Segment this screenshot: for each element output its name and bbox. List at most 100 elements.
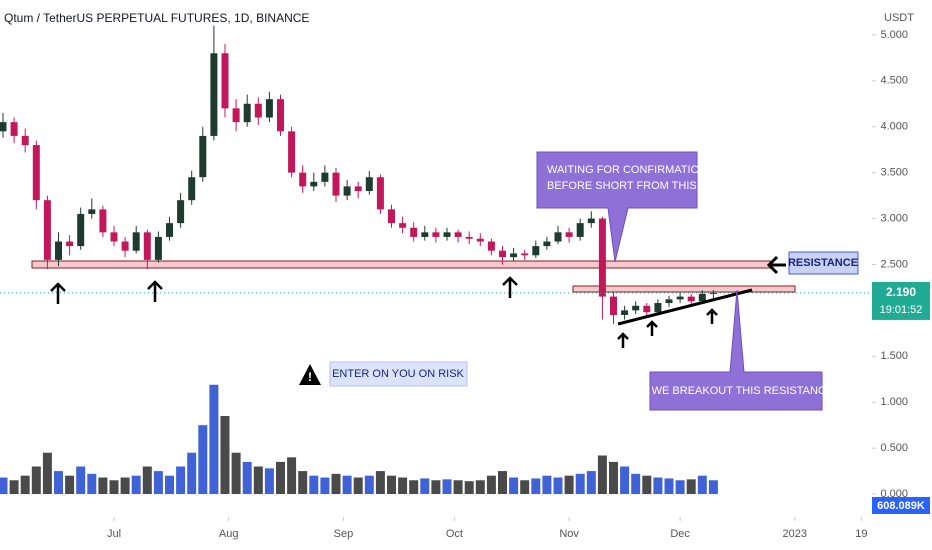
- volume-bar: [387, 475, 396, 495]
- currency: USDT: [884, 12, 914, 24]
- candle-body: [676, 296, 684, 300]
- y-tick-label: 1.000: [880, 396, 908, 408]
- candle-body: [587, 218, 595, 224]
- volume-bar: [253, 466, 263, 495]
- volume-bar: [231, 452, 241, 495]
- candle-body: [332, 172, 340, 196]
- volume-bar: [686, 479, 696, 495]
- x-tick-label: 2023: [783, 528, 807, 540]
- volume-bar: [209, 384, 219, 495]
- volume-bar: [331, 473, 341, 495]
- candle-body: [376, 177, 384, 210]
- candle-body: [121, 241, 129, 251]
- volume-bar: [87, 473, 97, 495]
- candle-body: [687, 296, 695, 302]
- volume-bar: [176, 466, 186, 495]
- volume-bar: [464, 481, 474, 495]
- candle-body: [232, 108, 240, 123]
- volume-bar: [220, 415, 230, 495]
- volume-bar: [564, 475, 574, 495]
- candle-body: [66, 241, 74, 247]
- candle-body: [443, 232, 451, 237]
- volume-bar: [475, 480, 485, 495]
- warning-mark: !: [308, 370, 312, 384]
- x-tick-label: Oct: [446, 528, 463, 540]
- candle-body: [199, 135, 207, 178]
- candle-body: [110, 232, 118, 242]
- volume-bar: [542, 475, 552, 495]
- volume-bar: [420, 478, 430, 495]
- arrows: [50, 255, 786, 348]
- candle-body: [166, 223, 173, 237]
- candle-body: [576, 223, 584, 237]
- candle-body: [476, 238, 484, 242]
- volume-bar: [98, 477, 108, 495]
- volume-bar: [597, 455, 607, 495]
- candle-body: [310, 181, 318, 187]
- volume-bar: [553, 477, 563, 495]
- candle-body: [698, 293, 706, 302]
- callout-text: WAITING FOR CONFIRMATION: [547, 164, 707, 176]
- volume-bar: [309, 475, 319, 495]
- candle-body: [188, 177, 196, 201]
- volume-bar: [109, 480, 119, 495]
- candle-body: [21, 135, 29, 146]
- volume-bar: [675, 480, 685, 495]
- volume-bar: [9, 480, 19, 495]
- volume-bar: [142, 466, 152, 495]
- risk-label: ENTER ON YOU ON RISK: [332, 368, 464, 380]
- candle-body: [277, 99, 284, 132]
- countdown: 19:01:52: [880, 304, 923, 316]
- candle-body: [88, 209, 96, 214]
- candle-body: [154, 236, 162, 260]
- candle-body: [243, 103, 251, 123]
- warning-icon: [299, 364, 321, 385]
- volume-bar: [20, 475, 30, 495]
- candle-body: [521, 253, 529, 256]
- x-tick-label: Dec: [670, 528, 690, 540]
- volume-bar: [342, 475, 352, 495]
- candle-body: [532, 246, 540, 256]
- volume-bar: [0, 477, 8, 495]
- y-tick-label: 4.000: [880, 121, 908, 133]
- volume-bar: [264, 468, 274, 495]
- y-tick-label: 3.000: [880, 212, 908, 224]
- volume-bar: [198, 425, 208, 495]
- x-tick-label: Nov: [559, 528, 579, 540]
- candle-body: [210, 53, 218, 136]
- volume-bar: [298, 471, 308, 495]
- callout-text: IF WE BREAKOUT THIS RESISTANCE: [639, 385, 833, 397]
- price-label-box: [872, 281, 930, 320]
- volume-bar: [453, 480, 463, 495]
- candle-body: [32, 145, 40, 201]
- volume-bar: [442, 479, 452, 495]
- volume-bar: [31, 466, 41, 495]
- candle-body: [221, 53, 229, 109]
- candle-body: [177, 200, 185, 224]
- candle-body: [610, 296, 617, 315]
- volume-bar: [165, 475, 174, 495]
- volume-bar: [575, 473, 585, 495]
- volume-bar: [708, 480, 718, 495]
- volume-bar: [131, 475, 141, 495]
- volume-bar: [320, 477, 330, 495]
- candle-body: [399, 223, 407, 228]
- volume-bar: [642, 475, 652, 495]
- candle-body: [643, 305, 651, 313]
- volume-bar: [631, 473, 641, 495]
- candle-body: [565, 232, 573, 237]
- candle-body: [554, 232, 562, 242]
- candle-body: [632, 305, 640, 311]
- candle-body: [10, 122, 18, 136]
- volume-bar: [287, 457, 297, 495]
- volume-bar: [375, 471, 385, 495]
- volume-bar: [242, 461, 252, 495]
- volume-bar: [65, 475, 75, 495]
- volume-bar: [409, 480, 419, 495]
- x-tick-label: Aug: [219, 528, 239, 540]
- candle-body: [454, 232, 462, 237]
- y-tick-label: 0.000: [880, 488, 908, 500]
- y-tick-label: 5.000: [880, 29, 908, 41]
